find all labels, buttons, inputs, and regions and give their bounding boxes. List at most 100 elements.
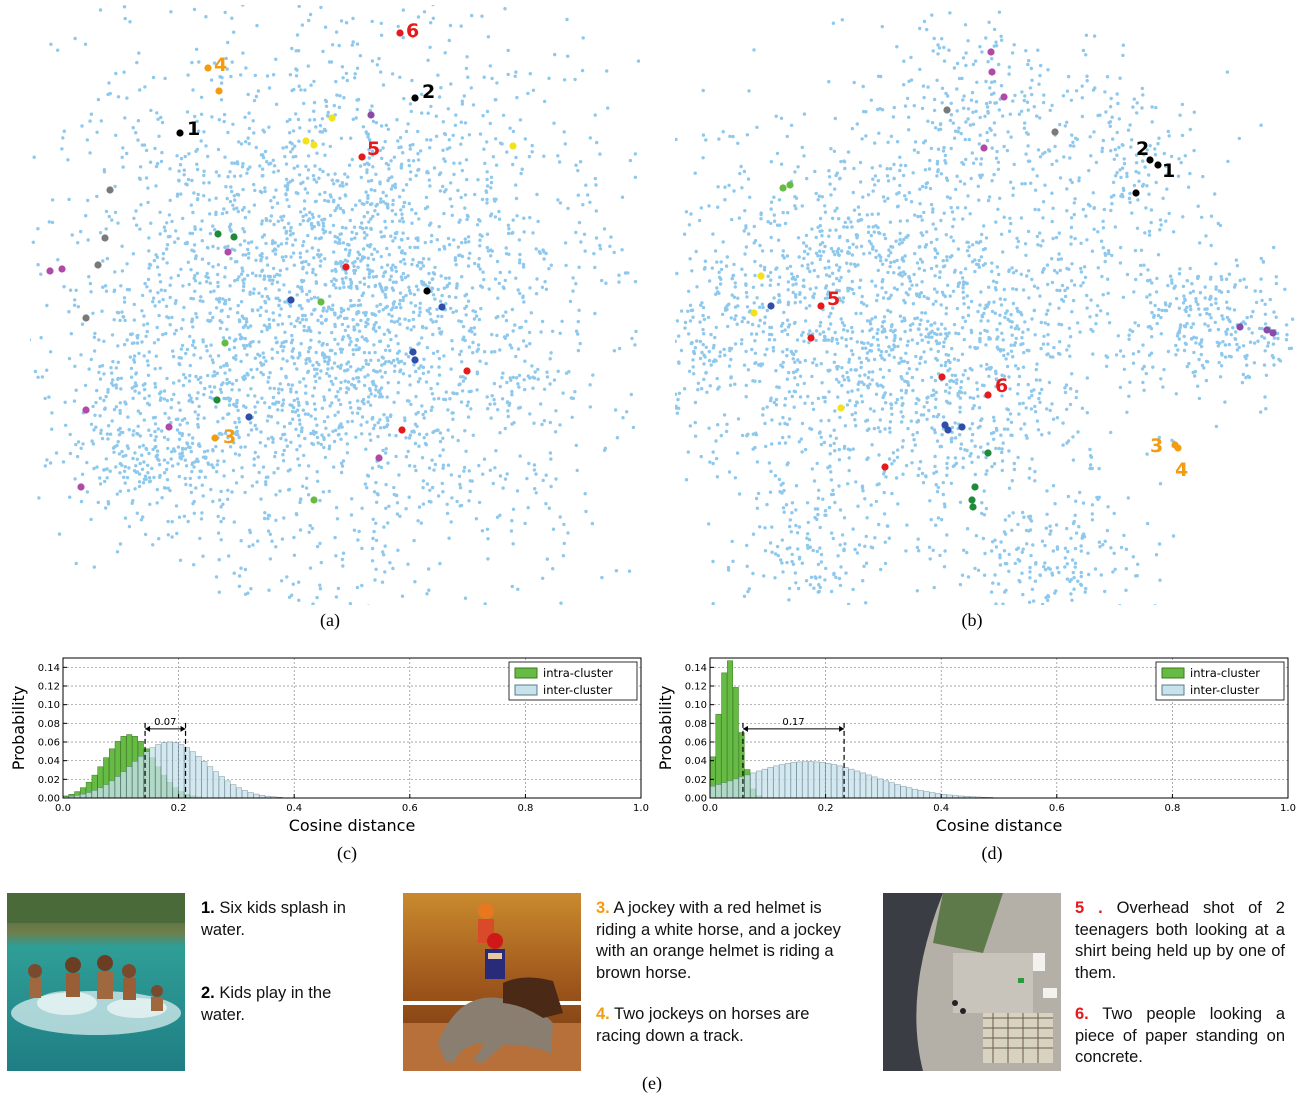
embedding-point [239,272,244,276]
embedding-point [306,412,310,416]
embedding-point [390,175,394,179]
embedding-point [290,338,295,342]
embedding-point [353,76,357,80]
embedding-point [212,385,217,389]
embedding-point [922,210,926,215]
embedding-point [323,198,327,203]
embedding-point [264,241,268,246]
embedding-point [1069,235,1073,239]
embedding-point [416,15,421,19]
embedding-point [758,525,762,529]
embedding-point [338,94,342,98]
embedding-point [305,249,309,253]
highlighted-point [287,296,295,304]
embedding-point [1073,513,1077,517]
embedding-point [125,262,129,266]
embedding-point [410,221,414,225]
embedding-point [979,255,984,259]
embedding-point [486,407,490,411]
embedding-point [281,349,285,353]
embedding-point [493,277,498,281]
embedding-point [110,371,114,375]
embedding-point [628,158,633,163]
embedding-point [246,325,250,330]
embedding-point [534,491,538,495]
embedding-point [541,248,545,252]
embedding-point [851,447,855,451]
embedding-point [330,401,334,405]
embedding-point [252,203,257,207]
embedding-point [312,177,316,182]
embedding-point [327,305,331,309]
embedding-point [867,370,871,374]
embedding-point [294,49,298,53]
embedding-point [165,261,169,265]
embedding-point [260,167,265,171]
subfigure-label-a: (a) [320,610,340,630]
embedding-point [281,258,286,263]
embedding-point [331,429,335,433]
embedding-point [430,392,435,396]
embedding-point [617,346,622,351]
embedding-point [190,343,195,347]
embedding-point [687,223,692,227]
embedding-point [127,428,131,432]
embedding-point [296,356,300,360]
embedding-point [1076,430,1080,434]
embedding-point [1259,410,1263,414]
embedding-point [381,190,385,195]
highlighted-point [46,267,54,275]
embedding-point [1132,97,1136,101]
embedding-point [417,432,422,436]
embedding-point [248,290,252,294]
embedding-point [160,496,164,500]
embedding-point [876,293,880,297]
embedding-point [953,456,958,460]
embedding-point [920,471,925,476]
embedding-point [367,272,372,276]
embedding-point [576,332,580,336]
embedding-point [239,539,243,543]
embedding-point [1160,308,1164,313]
embedding-point [219,81,224,85]
embedding-point [1150,120,1154,124]
embedding-point [886,296,891,301]
embedding-point [290,142,294,146]
embedding-point [976,309,980,314]
embedding-point [937,46,942,50]
embedding-point [321,49,325,54]
embedding-point [252,182,256,187]
embedding-point [522,378,526,382]
embedding-point [408,177,412,181]
embedding-point [620,195,625,199]
embedding-point [1028,565,1032,570]
embedding-point [1090,518,1095,522]
embedding-point [1264,373,1269,377]
embedding-point [224,56,228,61]
embedding-point [495,515,500,519]
embedding-point [271,73,276,77]
embedding-point [798,374,803,378]
embedding-point [1145,295,1149,299]
embedding-point [1069,242,1073,246]
embedding-point [431,332,435,337]
embedding-point [530,143,534,148]
embedding-point [1142,388,1146,392]
embedding-point [531,386,535,390]
embedding-point [167,213,172,217]
embedding-point [298,422,302,426]
highlighted-point [463,367,471,375]
embedding-point [284,193,288,197]
embedding-point [219,505,223,509]
embedding-point [141,515,145,519]
embedding-point [416,152,420,156]
embedding-point [62,285,66,289]
embedding-point [864,601,868,605]
embedding-point [941,492,945,497]
embedding-point [301,260,305,264]
embedding-point [347,243,351,247]
embedding-point [386,381,390,385]
embedding-point [817,583,821,587]
embedding-point [403,275,408,280]
embedding-point [98,414,102,418]
